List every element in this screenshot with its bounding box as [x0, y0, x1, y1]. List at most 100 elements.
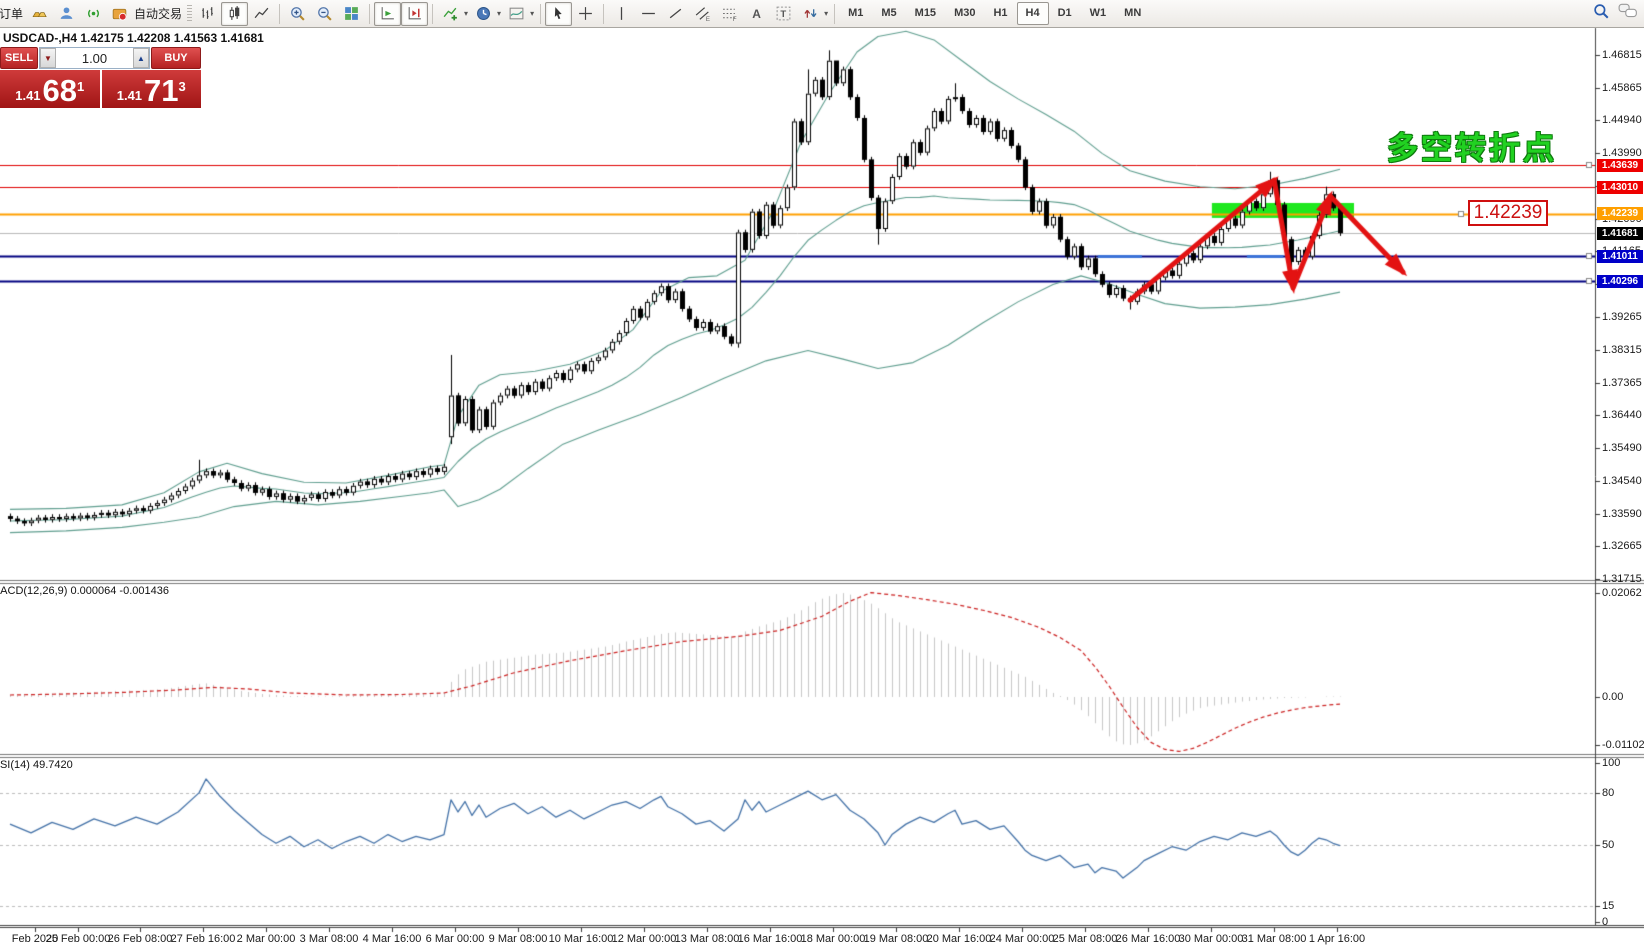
price-axis-label: 1.39265 — [1602, 310, 1642, 323]
new-order-button[interactable]: 订单 — [0, 7, 24, 21]
indicator-scale-label: 15 — [1602, 900, 1615, 912]
price-axis-label: 1.46815 — [1602, 49, 1642, 61]
cursor-icon[interactable] — [545, 1, 573, 26]
chevron-down-icon[interactable]: ▾ — [464, 9, 469, 18]
volume-increase-button[interactable]: ▲ — [133, 48, 149, 68]
timeframe-button-m1[interactable]: M1 — [848, 7, 864, 19]
toolbar: 订单 自动交易 ▾ ▾ ▾ E F A T ▾ — [0, 0, 1644, 28]
price-axis-label: 1.38315 — [1602, 343, 1642, 356]
chevron-down-icon[interactable]: ▾ — [530, 9, 535, 18]
buy-price-big: 71 — [144, 73, 179, 108]
autotrading-icon[interactable] — [107, 2, 131, 26]
chevron-down-icon[interactable]: ▾ — [824, 9, 829, 18]
volume-input[interactable] — [56, 48, 133, 68]
date-axis-label: 19 Mar 08:00 — [863, 933, 929, 945]
channel-tool-icon[interactable]: E — [689, 2, 716, 26]
toolbar-separator — [603, 3, 605, 24]
indicator-scale-label: -0.011023 — [1602, 739, 1644, 751]
price-tag: 1.43010 — [1597, 180, 1643, 194]
date-axis-label: 26 Mar 16:00 — [1115, 933, 1181, 945]
price-tag: 1.41011 — [1597, 249, 1643, 263]
buy-button[interactable]: BUY — [151, 47, 201, 69]
date-axis-label: 20 Mar 16:00 — [926, 933, 992, 945]
buy-price-prefix: 1.41 — [116, 88, 143, 103]
search-icon[interactable] — [1592, 2, 1610, 20]
auto-scroll-icon[interactable] — [374, 1, 402, 26]
price-tag: 1.40296 — [1597, 274, 1643, 288]
indicator-scale-label: 0.02062 — [1602, 587, 1642, 599]
zoom-in-icon[interactable] — [284, 2, 311, 26]
symbol-ohlc-header: USDCAD-,H4 1.42175 1.42208 1.41563 1.416… — [3, 31, 264, 45]
sell-button[interactable]: SELL — [0, 47, 38, 69]
template-icon[interactable] — [503, 2, 530, 26]
horizontal-line-tool-icon[interactable] — [635, 2, 662, 26]
buy-price-panel[interactable]: 1.41 71 3 — [101, 70, 201, 108]
trendline-tool-icon[interactable] — [662, 2, 689, 26]
date-axis-label: 13 Mar 08:00 — [674, 933, 740, 945]
date-axis-label: 9 Mar 08:00 — [488, 933, 548, 945]
signal-icon[interactable] — [80, 2, 107, 26]
toolbar-separator — [834, 3, 836, 24]
timeframe-button-m30[interactable]: M30 — [954, 7, 976, 19]
vertical-line-tool-icon[interactable] — [608, 2, 635, 26]
periods-clock-icon[interactable] — [470, 2, 497, 26]
text-label-tool-icon[interactable]: T — [770, 2, 797, 26]
sell-price-panel[interactable]: 1.41 68 1 — [0, 70, 100, 108]
date-axis-label: 25 Feb 00:00 — [45, 933, 111, 945]
timeframe-button-d1[interactable]: D1 — [1057, 7, 1072, 19]
price-callout-label[interactable]: 1.42239 — [1468, 200, 1548, 226]
chevron-down-icon[interactable]: ▾ — [497, 9, 502, 18]
arrows-tool-icon[interactable] — [797, 2, 824, 26]
volume-spinner: ▼ ▲ — [39, 47, 150, 69]
toolbar-separator — [369, 3, 371, 24]
chart-annotation-text[interactable]: 多空转折点 — [1387, 131, 1557, 166]
line-chart-icon[interactable] — [248, 2, 275, 26]
rsi-indicator-label: RSI(14) 49.7420 — [0, 759, 73, 771]
chart-shift-icon[interactable] — [401, 1, 429, 26]
add-indicator-icon[interactable] — [437, 2, 464, 26]
crosshair-icon[interactable] — [572, 2, 599, 26]
macd-indicator-label: MACD(12,26,9) 0.000064 -0.001436 — [0, 585, 169, 597]
timeframe-button-m15[interactable]: M15 — [914, 7, 937, 19]
price-axis-label: 1.43990 — [1602, 147, 1642, 160]
indicator-scale-label: 100 — [1602, 757, 1621, 769]
text-tool-icon[interactable]: A — [752, 6, 761, 21]
volume-decrease-button[interactable]: ▼ — [40, 48, 56, 68]
date-axis-label: 18 Mar 00:00 — [800, 933, 866, 945]
timeframe-button-mn[interactable]: MN — [1124, 7, 1142, 19]
indicator-scale-label: 0 — [1602, 916, 1609, 928]
date-axis-label: 10 Mar 16:00 — [548, 933, 614, 945]
timeframe-button-h4[interactable]: H4 — [1016, 2, 1049, 25]
price-axis-label: 1.33590 — [1602, 507, 1642, 520]
autotrading-button[interactable]: 自动交易 — [134, 7, 183, 21]
toolbar-separator — [540, 3, 542, 24]
gold-ingot-icon[interactable] — [26, 2, 53, 26]
bar-chart-icon[interactable] — [194, 2, 221, 26]
one-click-trade-panel: SELL ▼ ▲ BUY 1.41 68 1 1.41 71 3 — [0, 47, 201, 108]
timeframe-button-w1[interactable]: W1 — [1089, 7, 1107, 19]
timeframe-button-m5[interactable]: M5 — [881, 7, 897, 19]
sell-price-sup: 1 — [77, 79, 85, 94]
price-tag: 1.43639 — [1597, 158, 1643, 172]
sell-price-prefix: 1.41 — [15, 88, 41, 103]
tile-windows-icon[interactable] — [338, 2, 365, 26]
date-axis-label: 1 Apr 16:00 — [1308, 933, 1366, 945]
date-axis-label: Feb 2020 — [11, 933, 59, 945]
date-axis-label: 24 Mar 00:00 — [989, 933, 1055, 945]
date-axis-label: 26 Feb 08:00 — [107, 933, 173, 945]
price-axis-label: 1.32665 — [1602, 539, 1642, 552]
price-axis-label: 1.35490 — [1602, 441, 1642, 454]
candlestick-chart-icon[interactable] — [221, 1, 249, 26]
indicator-scale-label: 50 — [1602, 839, 1615, 851]
price-tag: 1.42239 — [1597, 207, 1643, 221]
community-icon[interactable] — [53, 2, 80, 26]
buy-price-sup: 3 — [178, 79, 186, 94]
chat-icon[interactable] — [1618, 2, 1638, 20]
price-axis-label: 1.36440 — [1602, 408, 1642, 421]
svg-text:F: F — [733, 16, 737, 22]
timeframe-button-h1[interactable]: H1 — [993, 7, 1008, 19]
fibonacci-tool-icon[interactable]: F — [716, 2, 743, 26]
zoom-out-icon[interactable] — [311, 2, 338, 26]
